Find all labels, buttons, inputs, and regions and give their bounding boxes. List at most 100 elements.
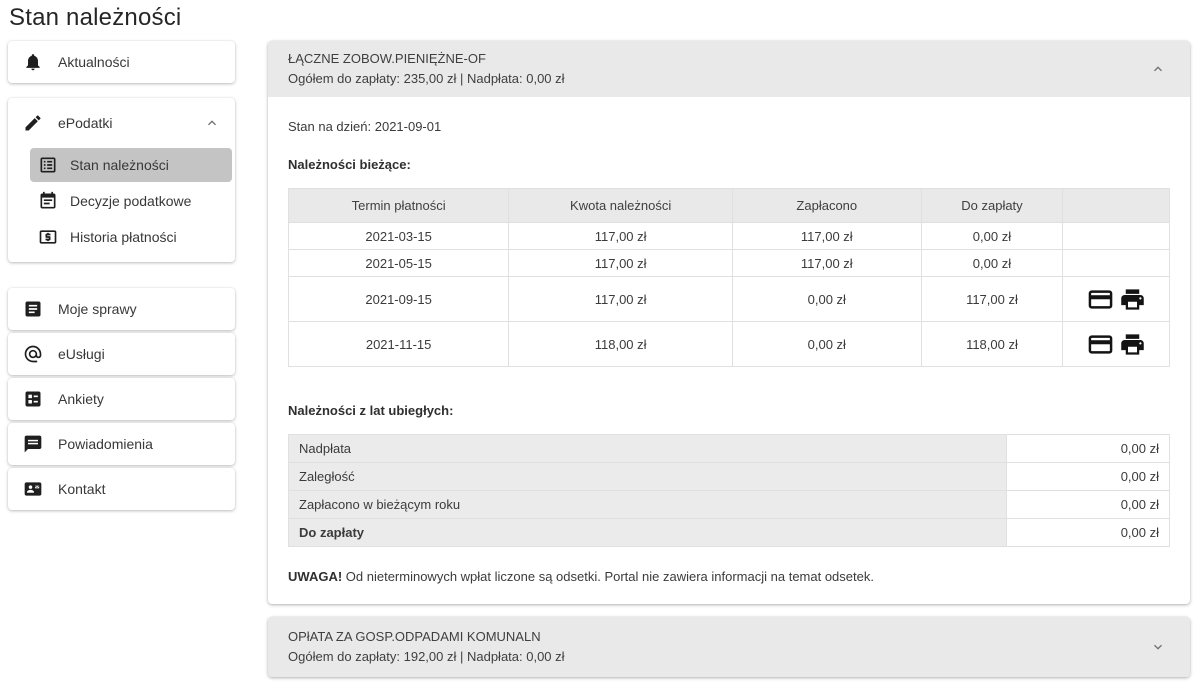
accordion-header-oplata-gosp-odpadami[interactable]: OPłATA ZA GOSP.ODPADAMI KOMUNALN Ogółem … xyxy=(268,617,1190,678)
accordion-header-laczne-zobowiazania[interactable]: ŁĄCZNE ZOBOW.PIENIĘŻNE-OF Ogółem do zapł… xyxy=(268,41,1190,98)
summary-value: 0,00 zł xyxy=(1006,434,1170,464)
cell-actions xyxy=(1062,222,1170,251)
sidebar-item-label: Historia płatności xyxy=(70,229,177,245)
sidebar-item-label: Kontakt xyxy=(58,481,106,497)
sidebar-item-decyzje-podatkowe[interactable]: Decyzje podatkowe xyxy=(30,184,232,218)
layout: Aktualności ePodatki Stan należności xyxy=(0,41,1200,690)
print-icon[interactable] xyxy=(1119,331,1146,358)
sidebar-item-historia-platnosci[interactable]: Historia płatności xyxy=(30,220,232,254)
sidebar-item-label: ePodatki xyxy=(58,115,113,131)
sidebar-item-epodatki[interactable]: ePodatki xyxy=(8,98,235,148)
print-icon[interactable] xyxy=(1119,286,1146,313)
table-row: 2021-03-15 117,00 zł 117,00 zł 0,00 zł xyxy=(287,222,1170,251)
cell-termin: 2021-11-15 xyxy=(287,321,510,368)
sidebar-item-label: Powiadomienia xyxy=(58,436,153,452)
panel-subtitle: Ogółem do zapłaty: 192,00 zł | Nadpłata:… xyxy=(288,649,565,665)
current-dues-heading: Należności bieżące: xyxy=(288,157,411,173)
col-kwota-naleznosci: Kwota należności xyxy=(508,188,734,224)
summary-value: 0,00 zł xyxy=(1006,518,1170,548)
money-box-icon xyxy=(38,227,58,247)
pencil-icon xyxy=(23,113,43,133)
sidebar-item-moje-sprawy[interactable]: Moje sprawy xyxy=(8,288,235,330)
summary-row: Do zapłaty 0,00 zł xyxy=(287,518,1170,548)
cell-do-zaplaty: 118,00 zł xyxy=(920,321,1064,368)
col-zaplacono: Zapłacono xyxy=(732,188,922,224)
summary-label: Do zapłaty xyxy=(287,518,1008,548)
interest-note: UWAGA! Od nieterminowych wpłat liczone s… xyxy=(288,569,1170,584)
sidebar-item-kontakt[interactable]: Kontakt xyxy=(8,468,235,510)
panel-laczne-zobowiazania: ŁĄCZNE ZOBOW.PIENIĘŻNE-OF Ogółem do zapł… xyxy=(268,41,1190,605)
cell-actions xyxy=(1062,276,1170,323)
summary-row: Zapłacono w bieżącym roku 0,00 zł xyxy=(287,490,1170,520)
cell-zaplacono: 117,00 zł xyxy=(732,222,922,251)
cell-termin: 2021-05-15 xyxy=(287,249,510,278)
col-actions xyxy=(1062,188,1170,224)
summary-label: Zaległość xyxy=(287,462,1008,492)
sidebar-item-ankiety[interactable]: Ankiety xyxy=(8,378,235,420)
cell-kwota: 117,00 zł xyxy=(508,222,734,251)
sidebar-group-epodatki: ePodatki Stan należności Decyzje podatko… xyxy=(8,98,235,262)
panel-oplata-gosp-odpadami: OPłATA ZA GOSP.ODPADAMI KOMUNALN Ogółem … xyxy=(268,617,1190,678)
past-dues-table: Nadpłata 0,00 zł Zaległość 0,00 zł Zapła… xyxy=(287,434,1170,548)
summary-row: Zaległość 0,00 zł xyxy=(287,462,1170,492)
table-row: 2021-05-15 117,00 zł 117,00 zł 0,00 zł xyxy=(287,249,1170,278)
panel-title: OPłATA ZA GOSP.ODPADAMI KOMUNALN xyxy=(288,629,541,645)
sidebar-item-label: Ankiety xyxy=(58,391,104,407)
panel-header-text: ŁĄCZNE ZOBOW.PIENIĘŻNE-OF Ogółem do zapł… xyxy=(288,49,565,89)
summary-row: Nadpłata 0,00 zł xyxy=(287,434,1170,464)
cell-actions xyxy=(1062,249,1170,278)
pay-card-icon[interactable] xyxy=(1087,331,1114,358)
contact-card-icon xyxy=(23,479,43,499)
sidebar-item-euslugi[interactable]: eUsługi xyxy=(8,333,235,375)
at-sign-icon xyxy=(23,344,43,364)
sidebar-item-label: eUsługi xyxy=(58,346,105,362)
ballot-icon xyxy=(23,389,43,409)
sidebar-item-label: Stan należności xyxy=(70,157,169,173)
note-bold: UWAGA! xyxy=(288,569,343,585)
cell-zaplacono: 0,00 zł xyxy=(732,321,922,368)
pay-card-icon[interactable] xyxy=(1087,286,1114,313)
summary-value: 0,00 zł xyxy=(1006,490,1170,520)
table-row: 2021-09-15 117,00 zł 0,00 zł 117,00 zł xyxy=(287,276,1170,323)
cell-do-zaplaty: 0,00 zł xyxy=(920,249,1064,278)
article-icon xyxy=(23,299,43,319)
table-row: 2021-11-15 118,00 zł 0,00 zł 118,00 zł xyxy=(287,321,1170,368)
sidebar-item-stan-naleznosci[interactable]: Stan należności xyxy=(30,148,232,182)
sidebar-item-label: Moje sprawy xyxy=(58,301,137,317)
sidebar-item-label: Decyzje podatkowe xyxy=(70,193,192,209)
cell-kwota: 117,00 zł xyxy=(508,249,734,278)
cell-kwota: 118,00 zł xyxy=(508,321,734,368)
chevron-up-icon[interactable] xyxy=(1150,61,1166,77)
sidebar-item-powiadomienia[interactable]: Powiadomienia xyxy=(8,423,235,465)
list-alt-icon xyxy=(38,155,58,175)
cell-do-zaplaty: 117,00 zł xyxy=(920,276,1064,323)
panel-body: Stan na dzień: 2021-09-01 Należności bie… xyxy=(268,97,1190,604)
cell-termin: 2021-03-15 xyxy=(287,222,510,251)
calendar-icon xyxy=(38,191,58,211)
note-text: Od nieterminowych wpłat liczone są odset… xyxy=(342,569,874,585)
cell-kwota: 117,00 zł xyxy=(508,276,734,323)
panel-subtitle: Ogółem do zapłaty: 235,00 zł | Nadpłata:… xyxy=(288,71,565,87)
chat-icon xyxy=(23,434,43,454)
table-header-row: Termin płatności Kwota należności Zapłac… xyxy=(287,188,1170,224)
current-dues-table: Termin płatności Kwota należności Zapłac… xyxy=(287,188,1170,368)
col-termin-platnosci: Termin płatności xyxy=(287,188,510,224)
as-of-date: Stan na dzień: 2021-09-01 xyxy=(288,119,442,135)
chevron-up-icon xyxy=(204,115,220,131)
cell-zaplacono: 117,00 zł xyxy=(732,249,922,278)
past-dues-heading: Należności z lat ubiegłych: xyxy=(288,403,454,419)
summary-label: Zapłacono w bieżącym roku xyxy=(287,490,1008,520)
bell-icon xyxy=(23,52,43,72)
col-do-zaplaty: Do zapłaty xyxy=(920,188,1064,224)
cell-actions xyxy=(1062,321,1170,368)
page-title: Stan należności xyxy=(9,4,182,31)
sidebar-item-label: Aktualności xyxy=(58,54,130,70)
sidebar-item-aktualnosci[interactable]: Aktualności xyxy=(8,41,235,83)
chevron-down-icon[interactable] xyxy=(1150,639,1166,655)
cell-termin: 2021-09-15 xyxy=(287,276,510,323)
summary-value: 0,00 zł xyxy=(1006,462,1170,492)
main-content: ŁĄCZNE ZOBOW.PIENIĘŻNE-OF Ogółem do zapł… xyxy=(268,41,1190,690)
summary-label: Nadpłata xyxy=(287,434,1008,464)
panel-header-text: OPłATA ZA GOSP.ODPADAMI KOMUNALN Ogółem … xyxy=(288,627,565,667)
sidebar: Aktualności ePodatki Stan należności xyxy=(8,41,235,513)
